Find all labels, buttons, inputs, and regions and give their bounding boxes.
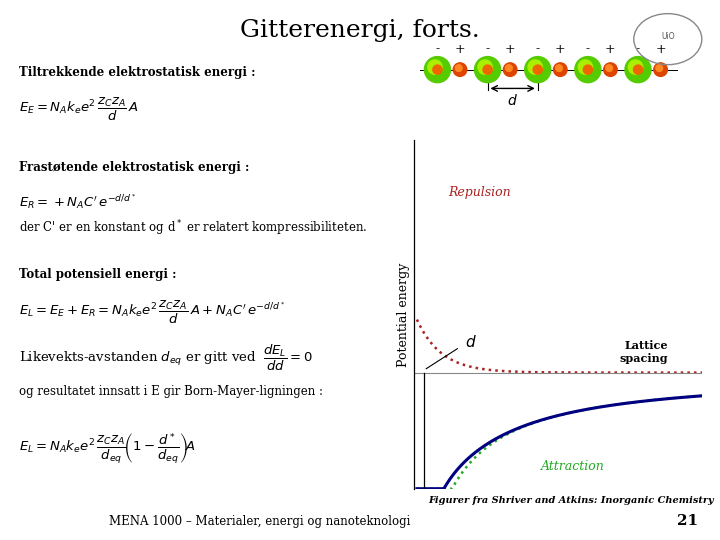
Text: $E_L = N_Ak_ee^2\,\dfrac{z_Cz_A}{d_{eq}}\!\left(1-\dfrac{d^*}{d_{eq}}\right)\!A$: $E_L = N_Ak_ee^2\,\dfrac{z_Cz_A}{d_{eq}}… xyxy=(19,431,196,466)
Text: 21: 21 xyxy=(678,514,698,528)
Text: og resultatet innsatt i E gir Born-Mayer-ligningen :: og resultatet innsatt i E gir Born-Mayer… xyxy=(19,385,323,398)
Circle shape xyxy=(428,60,442,75)
Circle shape xyxy=(453,63,467,76)
Text: Likevekts-avstanden $d_{eq}$ er gitt ved $\;\dfrac{dE_L}{dd}=0$: Likevekts-avstanden $d_{eq}$ er gitt ved… xyxy=(19,343,312,373)
Text: $E_L = E_E + E_R = N_Ak_ee^2\,\dfrac{z_Cz_A}{d}\,A + N_AC'\,e^{-d/d^*}$: $E_L = E_E + E_R = N_Ak_ee^2\,\dfrac{z_C… xyxy=(19,299,286,326)
Text: +: + xyxy=(605,43,616,56)
Text: -: - xyxy=(636,43,640,56)
Circle shape xyxy=(556,65,562,71)
Text: $E_R = +N_AC'\,e^{-d/d^*}$: $E_R = +N_AC'\,e^{-d/d^*}$ xyxy=(19,192,137,211)
Text: Lattice
spacing: Lattice spacing xyxy=(619,340,668,364)
Text: Figurer fra Shriver and Atkins: Inorganic Chemistry: Figurer fra Shriver and Atkins: Inorgani… xyxy=(428,496,714,505)
Text: -: - xyxy=(536,43,540,56)
Circle shape xyxy=(656,65,662,71)
Circle shape xyxy=(575,57,601,83)
Text: Total potensiell energi :: Total potensiell energi : xyxy=(19,268,176,281)
Text: $d$: $d$ xyxy=(465,334,477,350)
Text: +: + xyxy=(555,43,566,56)
Y-axis label: Potential energy: Potential energy xyxy=(397,262,410,367)
Text: $E_E = N_Ak_ee^2\,\dfrac{z_Cz_A}{d}\,A$: $E_E = N_Ak_ee^2\,\dfrac{z_Cz_A}{d}\,A$ xyxy=(19,96,139,124)
Circle shape xyxy=(629,60,643,75)
Circle shape xyxy=(503,63,517,76)
Text: +: + xyxy=(505,43,516,56)
Circle shape xyxy=(583,65,593,74)
Text: -: - xyxy=(436,43,439,56)
Circle shape xyxy=(625,57,651,83)
Text: +: + xyxy=(455,43,465,56)
Text: Gitterenergi, forts.: Gitterenergi, forts. xyxy=(240,19,480,42)
Text: +: + xyxy=(655,43,666,56)
Circle shape xyxy=(578,60,593,75)
Text: Frastøtende elektrostatisk energi :: Frastøtende elektrostatisk energi : xyxy=(19,161,249,174)
Text: MENA 1000 – Materialer, energi og nanoteknologi: MENA 1000 – Materialer, energi og nanote… xyxy=(109,515,410,528)
Text: Repulsion: Repulsion xyxy=(448,186,510,199)
Circle shape xyxy=(603,63,617,76)
Text: UiO: UiO xyxy=(661,32,675,41)
Circle shape xyxy=(474,57,500,83)
Circle shape xyxy=(554,63,567,76)
Text: -: - xyxy=(485,43,490,56)
Text: Attraction: Attraction xyxy=(541,460,605,473)
Text: Tiltrekkende elektrostatisk energi :: Tiltrekkende elektrostatisk energi : xyxy=(19,66,256,79)
Circle shape xyxy=(634,65,642,74)
Circle shape xyxy=(528,60,542,75)
Circle shape xyxy=(505,65,512,71)
Circle shape xyxy=(478,60,492,75)
Circle shape xyxy=(654,63,667,76)
Text: -: - xyxy=(586,43,590,56)
Circle shape xyxy=(606,65,613,71)
Circle shape xyxy=(424,57,451,83)
Circle shape xyxy=(455,65,462,71)
Circle shape xyxy=(433,65,442,74)
Circle shape xyxy=(533,65,542,74)
Circle shape xyxy=(525,57,551,83)
Text: $d$: $d$ xyxy=(507,93,518,108)
Text: der C' er en konstant og d$^*$ er relatert kompressibiliteten.: der C' er en konstant og d$^*$ er relate… xyxy=(19,218,367,238)
Circle shape xyxy=(483,65,492,74)
